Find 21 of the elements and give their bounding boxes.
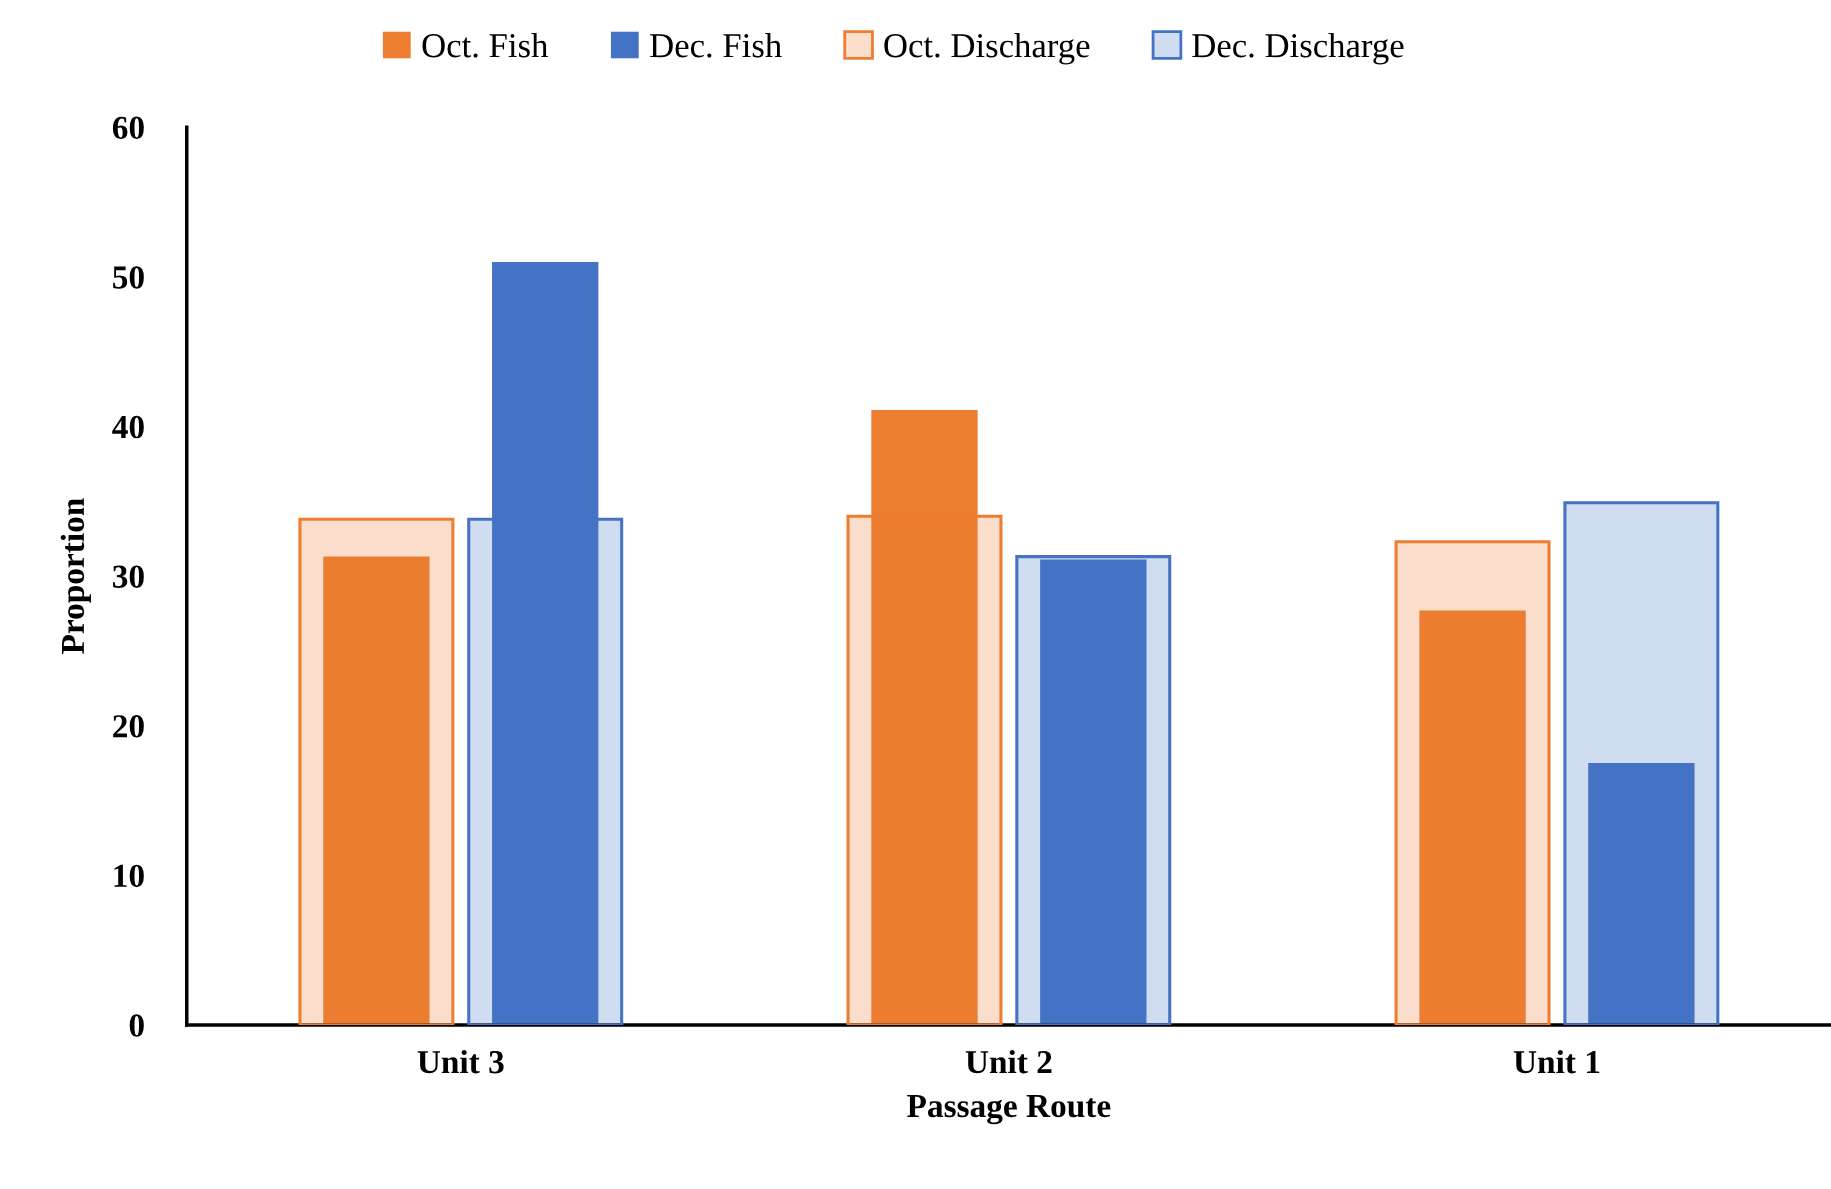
x-tick-label: Unit 3 [417,1049,504,1074]
bar [871,410,978,1025]
x-tick-label: Unit 1 [1513,1049,1600,1074]
y-axis-title: Proportion [60,498,91,654]
bar [492,261,599,1025]
y-tick-label: 0 [129,1014,144,1037]
bar [1419,610,1526,1025]
y-tick-label: 60 [112,116,144,140]
x-axis-title: Passage Route [907,1095,1111,1125]
bar [1588,763,1695,1025]
y-tick-label: 20 [113,715,144,738]
y-tick-label: 10 [114,864,144,888]
bar [323,556,430,1025]
y-tick-label: 40 [112,415,144,439]
legend-label: Oct. Discharge [884,32,1090,65]
legend-label: Oct. Fish [422,32,548,58]
y-tick-label: 30 [113,565,144,588]
x-tick-label: Unit 2 [965,1049,1052,1074]
y-tick-label: 50 [113,266,144,289]
legend-label: Dec. Discharge [1192,32,1404,65]
legend-label: Dec. Fish [650,32,782,58]
